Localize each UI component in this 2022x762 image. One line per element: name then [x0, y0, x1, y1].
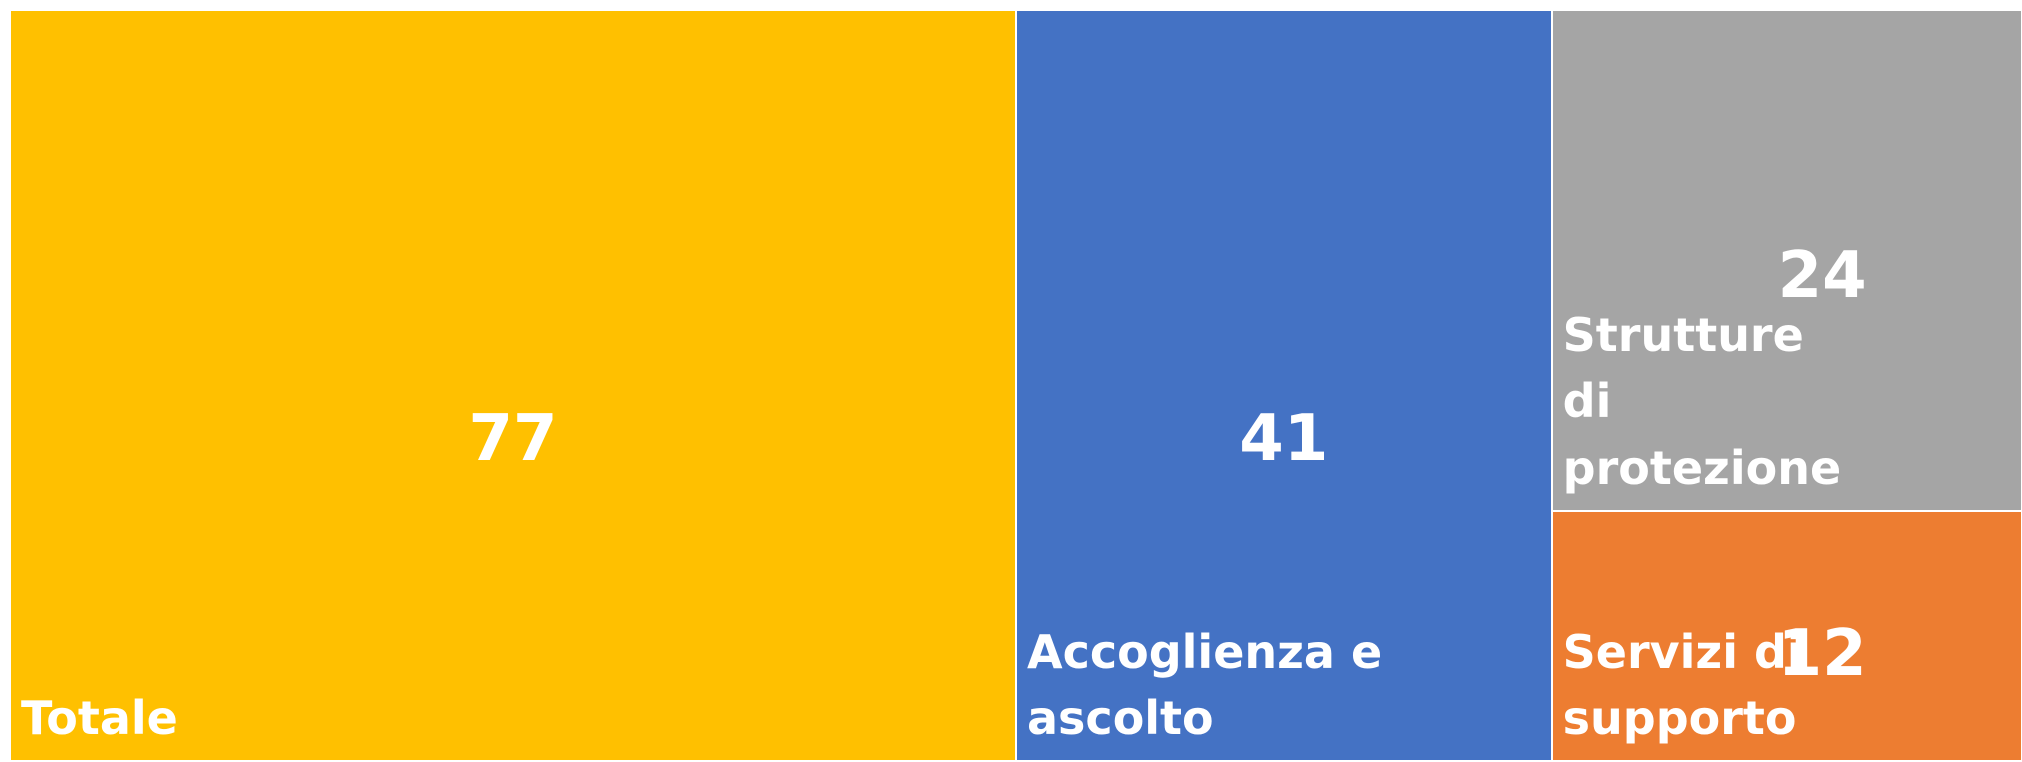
value-label: 77 — [468, 402, 558, 477]
tile: 12 Servizi di supporto — [1551, 510, 2022, 761]
category-label: Accoglienza e ascolto — [1027, 624, 1383, 746]
category-label: Servizi di supporto — [1562, 624, 1803, 746]
category-label: Strutture di protezione — [1562, 307, 1842, 495]
value-label: 24 — [1777, 239, 1867, 314]
value-label: 12 — [1777, 617, 1867, 692]
tile: 41 Accoglienza e ascolto — [1016, 10, 1552, 761]
tile: 77 Totale — [10, 10, 1016, 761]
category-label: Totale — [21, 691, 178, 746]
value-label: 41 — [1239, 402, 1329, 477]
tile: 24 Strutture di protezione — [1551, 10, 2022, 511]
